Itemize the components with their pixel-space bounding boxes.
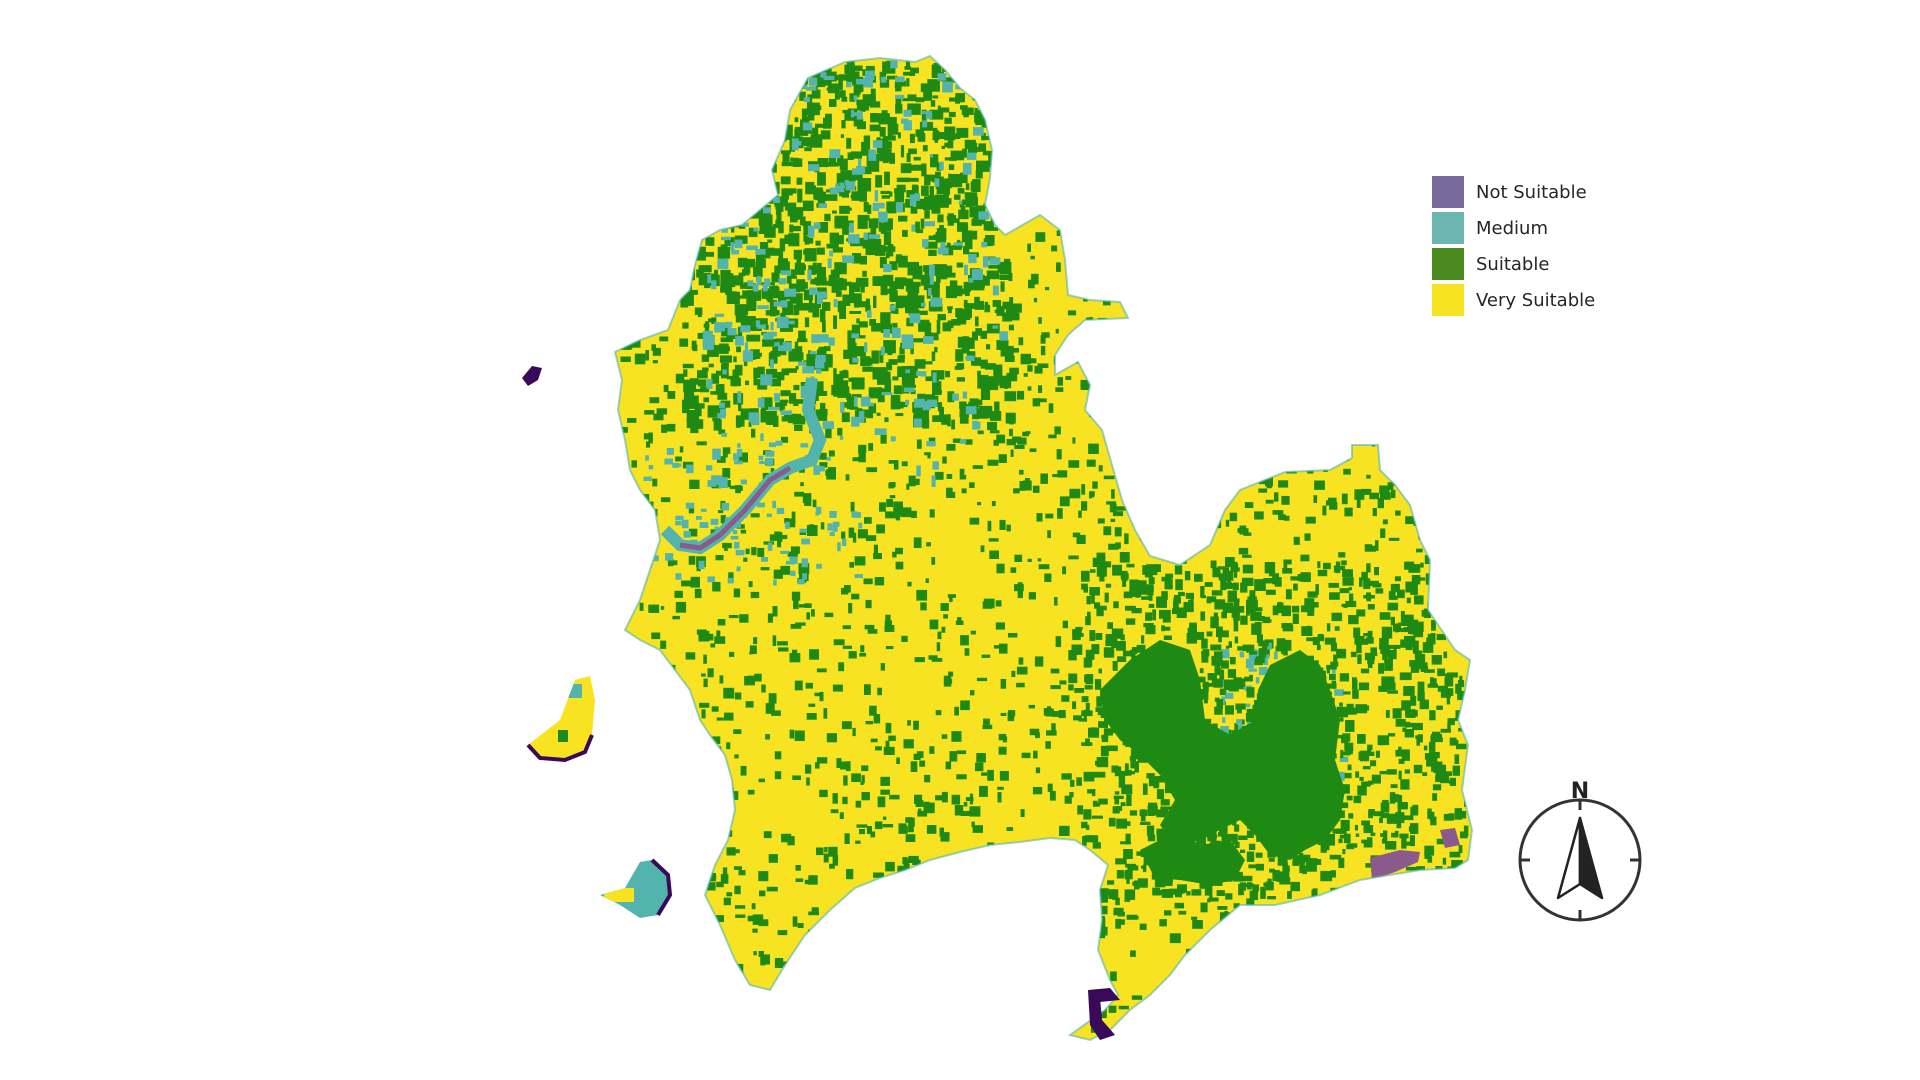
legend-item-suitable: Suitable xyxy=(1432,246,1672,282)
islet-northwest xyxy=(522,366,542,386)
legend-swatch xyxy=(1432,176,1464,208)
legend-label: Very Suitable xyxy=(1476,289,1596,311)
coastal-strip-se2 xyxy=(1440,828,1460,848)
legend-label: Not Suitable xyxy=(1476,181,1587,203)
legend-item-not-suitable: Not Suitable xyxy=(1432,174,1672,210)
legend-label: Suitable xyxy=(1476,253,1550,275)
island-south xyxy=(600,858,673,918)
north-arrow: N xyxy=(1510,780,1650,930)
legend-swatch xyxy=(1432,212,1464,244)
coastal-strip-south xyxy=(1088,990,1115,1040)
river-core xyxy=(679,465,792,551)
map-legend: Not Suitable Medium Suitable Very Suitab… xyxy=(1432,172,1672,320)
legend-label: Medium xyxy=(1476,217,1548,239)
north-label: N xyxy=(1570,779,1590,804)
legend-item-medium: Medium xyxy=(1432,210,1672,246)
legend-swatch xyxy=(1432,284,1464,316)
coastal-strip-se xyxy=(1370,850,1420,880)
legend-item-very-suitable: Very Suitable xyxy=(1432,282,1672,318)
coastal-strip-south2 xyxy=(1088,988,1120,1002)
mainland xyxy=(615,56,1472,1040)
suitable-region-south xyxy=(1140,835,1245,885)
island-west xyxy=(526,676,595,763)
north-arrow-icon xyxy=(1518,798,1642,922)
legend-swatch xyxy=(1432,248,1464,280)
suitable-region-east xyxy=(1100,640,1345,860)
